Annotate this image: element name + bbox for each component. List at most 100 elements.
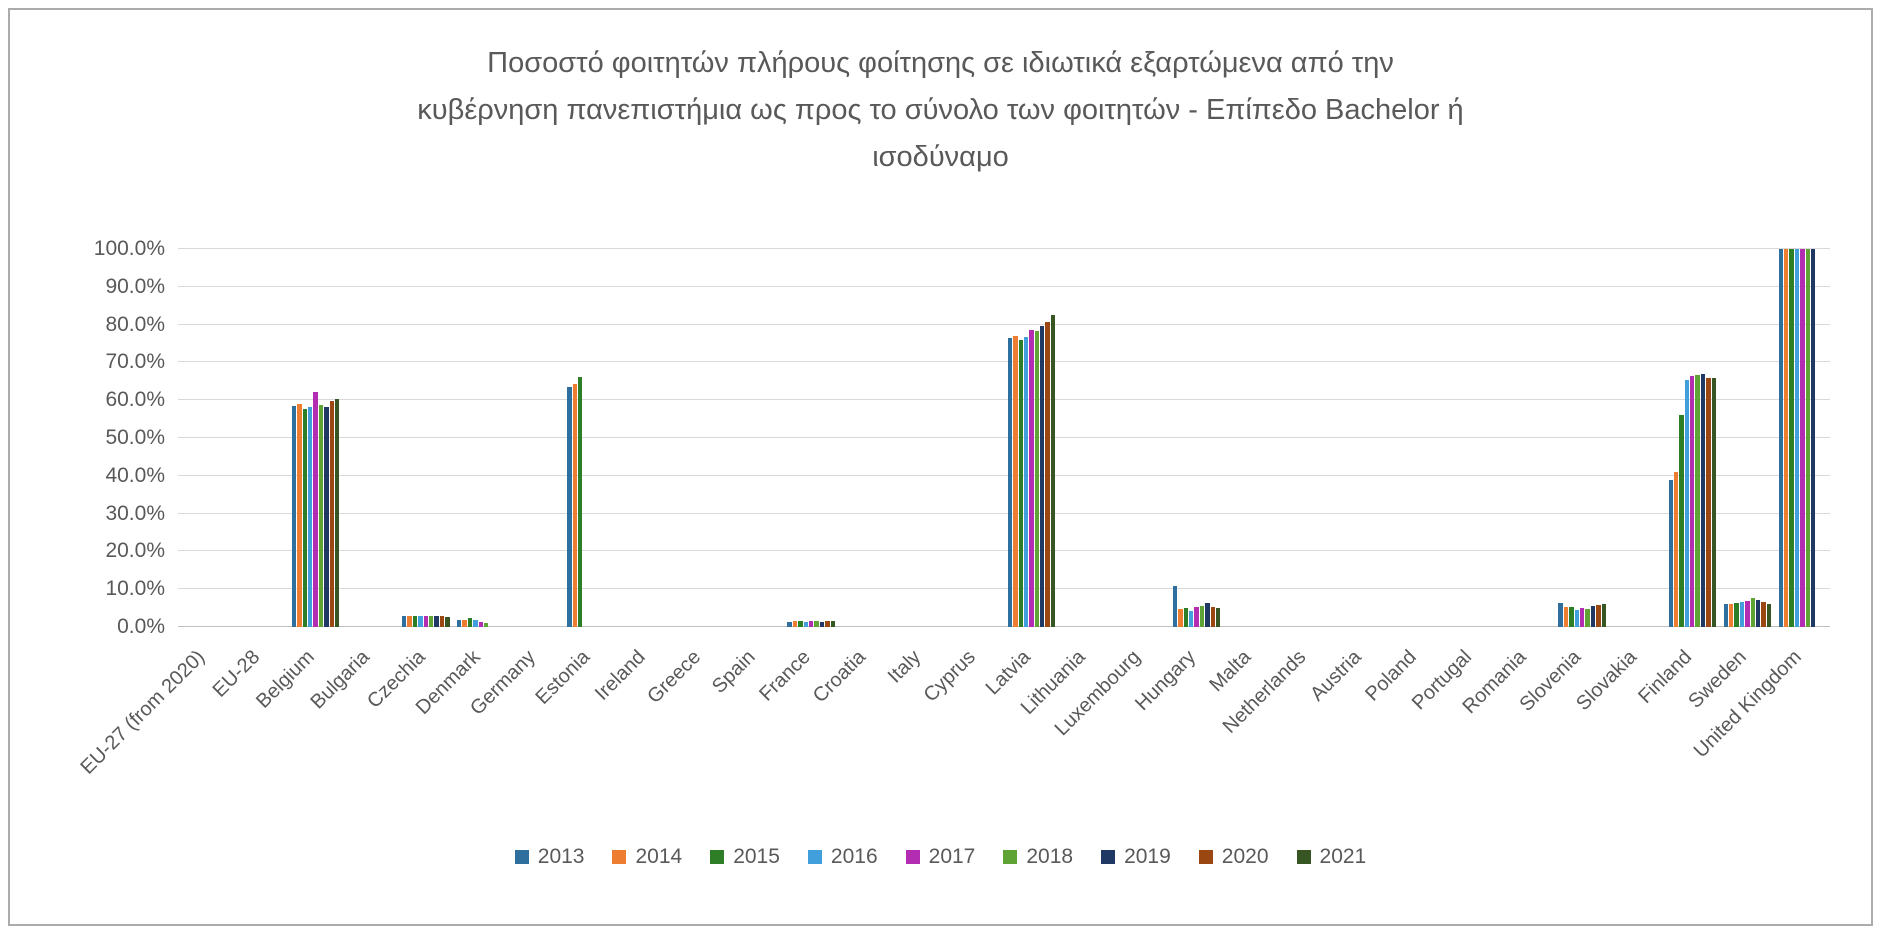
bar [1018, 340, 1023, 627]
y-axis-label: 70.0% [105, 350, 165, 374]
bar [1684, 380, 1690, 627]
x-axis-label: Estonia [531, 646, 595, 709]
bar-group [1063, 249, 1111, 627]
legend-label: 2014 [635, 845, 683, 868]
bar [814, 621, 819, 627]
bar-group [1007, 249, 1056, 627]
bar [1700, 374, 1706, 627]
x-axis-label: Hungary [1131, 646, 1201, 716]
bar-group [402, 249, 450, 627]
legend-swatch [1296, 850, 1311, 864]
bar [457, 619, 462, 627]
bar [1579, 608, 1585, 627]
y-axis-label: 20.0% [105, 539, 165, 563]
legend-label: 2018 [1026, 845, 1074, 868]
y-axis-label: 100.0% [93, 237, 165, 260]
x-axis-label: Cyprus [919, 646, 981, 707]
legend-swatch [514, 850, 529, 864]
bar [297, 404, 302, 627]
chart-title-line: ισοδύναμο [872, 141, 1009, 173]
bar [572, 383, 577, 627]
bar [1585, 608, 1590, 627]
gridline [178, 588, 1830, 590]
bar-group [1228, 249, 1276, 627]
legend-item: 2019 [1101, 845, 1171, 869]
gridline [178, 550, 1830, 552]
bar-group [622, 249, 670, 627]
x-axis-line [178, 626, 1830, 627]
bar [787, 621, 792, 627]
gridline [178, 248, 1830, 249]
gridline [178, 474, 1830, 476]
legend-swatch [612, 850, 627, 864]
bar-group [237, 249, 285, 627]
bar [1189, 611, 1194, 627]
x-axis-label: Spain [708, 646, 760, 698]
bar [1668, 479, 1673, 627]
bar [1784, 249, 1789, 627]
bar-group [1723, 249, 1772, 627]
legend-swatch [1198, 850, 1213, 864]
bar [1013, 335, 1018, 627]
bar-group [898, 249, 946, 627]
x-axis-label: Bulgaria [306, 646, 375, 714]
bar-group [182, 249, 230, 627]
bar [423, 616, 428, 627]
x-axis-label: Belgium [252, 646, 320, 713]
bar [1558, 603, 1563, 627]
legend-label: 2015 [733, 845, 780, 868]
bar-group [732, 249, 780, 627]
bar [1034, 330, 1040, 627]
bar [324, 406, 329, 627]
bar [803, 621, 809, 627]
bar [1755, 599, 1761, 627]
bar [1711, 378, 1717, 627]
bar [428, 616, 434, 627]
y-axis-label: 50.0% [105, 426, 165, 449]
bar [1800, 249, 1805, 627]
bar [467, 617, 473, 627]
bar-group [787, 249, 835, 627]
bar [1805, 249, 1810, 627]
y-axis-label: 40.0% [105, 463, 165, 487]
bar [1778, 249, 1784, 627]
legend: 2013 2014 2015 2016 2017 2018 2019 2020 2021 [0, 845, 1881, 869]
bar-group [1613, 249, 1661, 627]
bar [809, 621, 814, 627]
bar-group [512, 249, 560, 627]
bar [402, 616, 407, 627]
bar [1216, 607, 1221, 627]
legend-item: 2021 [1296, 845, 1366, 869]
legend-item: 2017 [905, 845, 975, 869]
bar [434, 616, 439, 627]
legend-item: 2020 [1198, 845, 1269, 869]
bar [1679, 414, 1684, 627]
chart-title: Ποσοστό φοιτητών πλήρους φοίτησης σε ιδι… [161, 40, 1721, 181]
y-axis-label: 0.0% [117, 615, 165, 638]
bar [1199, 605, 1205, 627]
bar [418, 616, 423, 627]
bar [329, 400, 334, 627]
bar [1761, 602, 1766, 627]
bar [1739, 602, 1745, 627]
bar [819, 621, 825, 627]
gridline [178, 512, 1830, 514]
legend-label: 2020 [1221, 845, 1269, 868]
legend-item: 2016 [807, 845, 878, 869]
bar [412, 616, 418, 627]
bar [1569, 607, 1574, 627]
bar-group [1668, 249, 1717, 627]
bar [1723, 603, 1728, 627]
bar-group [347, 249, 395, 627]
bar [1794, 249, 1800, 627]
legend-item: 2014 [612, 845, 682, 869]
bar [1183, 607, 1189, 627]
bar [302, 409, 308, 627]
bar [313, 391, 318, 627]
bar [407, 615, 412, 627]
bar-group [1338, 249, 1386, 627]
bar-group [953, 249, 1001, 627]
legend-label: 2019 [1124, 845, 1171, 868]
bar [1194, 606, 1199, 627]
y-axis-label: 30.0% [105, 501, 165, 525]
